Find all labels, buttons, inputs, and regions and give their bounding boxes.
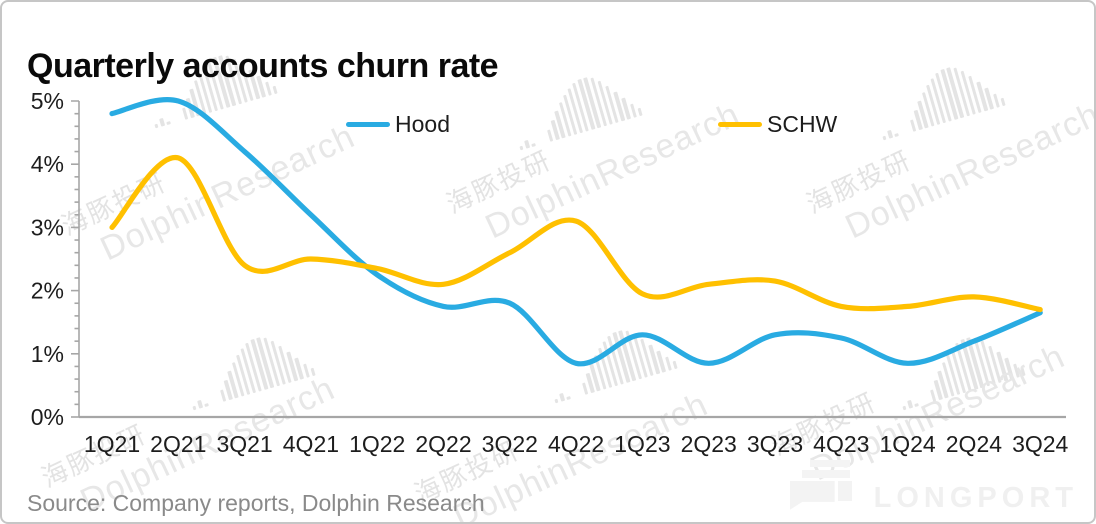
- x-tick-label: 3Q22: [482, 431, 538, 457]
- x-tick-label: 4Q21: [283, 431, 339, 457]
- longport-brand: LONGPORT: [789, 460, 1078, 515]
- source-note: Source: Company reports, Dolphin Researc…: [27, 490, 485, 516]
- y-tick-label: 0%: [31, 404, 64, 430]
- x-tick-label: 3Q21: [216, 431, 272, 457]
- series-line-hood: [109, 97, 1043, 367]
- chart-title: Quarterly accounts churn rate: [27, 46, 499, 85]
- legend-swatch-schw: [718, 121, 762, 127]
- x-tick-label: 1Q21: [84, 431, 140, 457]
- x-tick-label: 1Q24: [879, 431, 935, 457]
- x-tick-label: 2Q24: [946, 431, 1002, 457]
- y-tick-label: 2%: [31, 278, 64, 304]
- legend-item-schw: SCHW: [718, 111, 837, 137]
- x-tick-label: 2Q23: [681, 431, 737, 457]
- legend-swatch-hood: [346, 121, 390, 127]
- y-tick-label: 5%: [31, 88, 64, 114]
- longport-wordmark: LONGPORT: [873, 482, 1078, 514]
- y-tick-label: 4%: [31, 151, 64, 177]
- y-axis: [71, 100, 80, 418]
- legend-item-hood: Hood: [346, 111, 450, 137]
- x-tick-label: 3Q24: [1012, 431, 1068, 457]
- x-tick-label: 1Q22: [349, 431, 405, 457]
- y-tick-label: 3%: [31, 214, 64, 240]
- legend-label: Hood: [395, 110, 450, 137]
- y-tick-label: 1%: [31, 341, 64, 367]
- x-tick-label: 4Q22: [548, 431, 604, 457]
- legend-label: SCHW: [767, 110, 838, 137]
- x-tick-label: 2Q21: [150, 431, 206, 457]
- x-tick-label: 2Q22: [415, 431, 471, 457]
- series-line-schw: [109, 155, 1043, 313]
- x-tick-label: 3Q23: [747, 431, 803, 457]
- x-tick-label: 1Q23: [614, 431, 670, 457]
- x-tick-label: 4Q23: [813, 431, 869, 457]
- longport-logo-icon: [789, 460, 852, 510]
